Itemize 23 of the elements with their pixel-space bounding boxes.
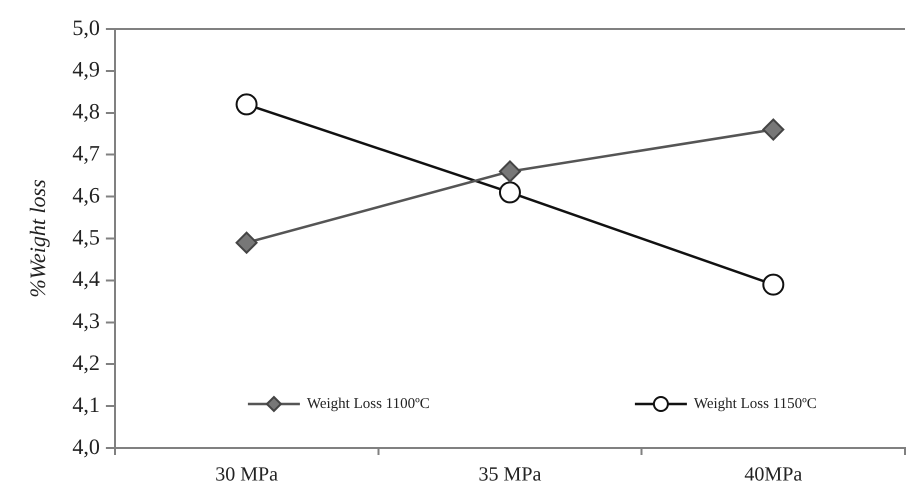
point [762, 118, 784, 141]
y-tick-label: 4,0 [72, 434, 100, 459]
y-tick-label: 4,2 [72, 350, 100, 375]
y-tick-label: 4,9 [72, 56, 100, 82]
x-tick-label: 30 MPa [215, 463, 278, 486]
y-tick-label: 4,3 [72, 308, 100, 334]
y-tick-label: 4,7 [72, 140, 100, 166]
point [498, 160, 521, 182]
y-axis-title: %Weight loss [24, 179, 50, 298]
x-tick-label: 35 MPa [478, 463, 542, 486]
x-tick-label: 40MPa [744, 463, 802, 486]
point [236, 93, 258, 116]
point [498, 181, 521, 204]
y-tick-label: 4,5 [72, 224, 100, 250]
legend-label: Weight Loss 1100ºC [306, 396, 430, 412]
point [762, 274, 784, 296]
y-tick-label: 4,4 [72, 266, 100, 292]
point [236, 232, 258, 254]
y-tick-label: 4,8 [72, 98, 100, 124]
y-tick-label: 4,1 [72, 392, 100, 417]
y-tick-label: 4,6 [72, 182, 100, 208]
legend-label: Weight Loss 1150ºC [694, 396, 817, 412]
y-tick-label: 5,0 [72, 14, 100, 40]
